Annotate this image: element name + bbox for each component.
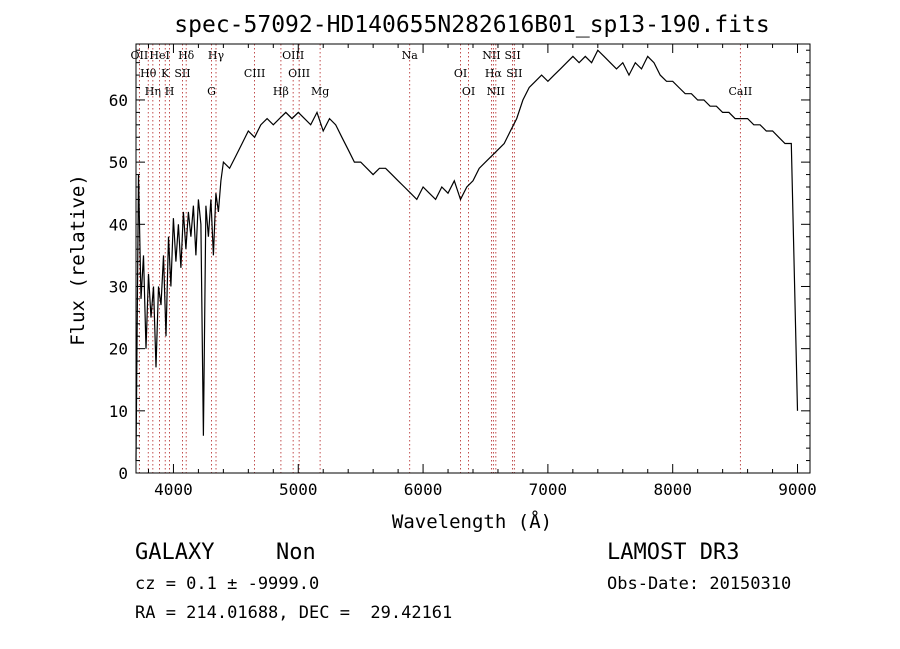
- y-tick-label: 20: [109, 340, 128, 359]
- line-marker-label: OIII: [288, 67, 310, 80]
- line-marker-label: G: [207, 85, 216, 98]
- y-tick-label: 40: [109, 215, 128, 234]
- line-marker-label: Hγ: [208, 49, 225, 62]
- line-marker-label: Hδ: [178, 49, 195, 62]
- x-tick-label: 8000: [653, 480, 692, 499]
- x-tick-label: 5000: [279, 480, 318, 499]
- line-marker-label: Na: [402, 49, 419, 62]
- line-marker-label: OIII: [282, 49, 304, 62]
- line-marker-label: K: [161, 67, 170, 80]
- line-marker-label: OI: [462, 85, 475, 98]
- y-axis-ticks: 0 10 20 30 40 50 60: [109, 49, 810, 483]
- y-tick-label: 0: [118, 464, 128, 483]
- line-markers: OIIHθHηHeIKHHδSIIGHγCIIIHβOIIIOIIIMgNaOI…: [131, 44, 753, 473]
- line-marker-label: Hη: [145, 85, 161, 98]
- object-class: GALAXY: [135, 540, 215, 565]
- line-marker-label: Hα: [485, 67, 503, 80]
- line-marker-label: Hβ: [273, 85, 289, 98]
- object-subclass: Non: [276, 540, 316, 565]
- line-marker-label: SII: [174, 67, 190, 80]
- line-marker-label: NII: [487, 85, 505, 98]
- x-tick-label: 6000: [404, 480, 443, 499]
- line-marker-label: HeI: [149, 49, 169, 62]
- coordinates: RA = 214.01688, DEC = 29.42161: [135, 603, 453, 623]
- line-marker-label: OII: [131, 49, 149, 62]
- survey-name: LAMOST DR3: [607, 540, 740, 565]
- x-axis-label: Wavelength (Å): [392, 510, 552, 533]
- chart-title: spec-57092-HD140655N282616B01_sp13-190.f…: [174, 12, 769, 38]
- x-tick-label: 7000: [529, 480, 568, 499]
- line-marker-label: SII: [506, 67, 522, 80]
- line-marker-label: Mg: [311, 85, 329, 98]
- line-marker-label: CaII: [729, 85, 753, 98]
- plot-frame: [135, 43, 811, 474]
- y-tick-label: 50: [109, 153, 128, 172]
- line-marker-label: NII: [482, 49, 500, 62]
- line-marker-label: Hθ: [140, 67, 157, 80]
- y-axis-label: Flux (relative): [67, 174, 89, 346]
- obs-date: Obs-Date: 20150310: [607, 574, 792, 594]
- line-marker-label: CIII: [244, 67, 265, 80]
- redshift-line: cz = 0.1 ± -9999.0: [135, 574, 320, 594]
- x-axis-ticks: 4000 5000 6000 7000 8000 9000: [147, 44, 817, 499]
- spectrum-line: [135, 49, 799, 461]
- y-tick-label: 10: [109, 402, 128, 421]
- line-marker-label: H: [165, 85, 175, 98]
- x-tick-label: 4000: [154, 480, 193, 499]
- y-tick-label: 60: [109, 91, 128, 110]
- x-tick-label: 9000: [778, 480, 817, 499]
- line-marker-label: SII: [504, 49, 520, 62]
- line-marker-label: OI: [454, 67, 467, 80]
- y-tick-label: 30: [109, 277, 128, 296]
